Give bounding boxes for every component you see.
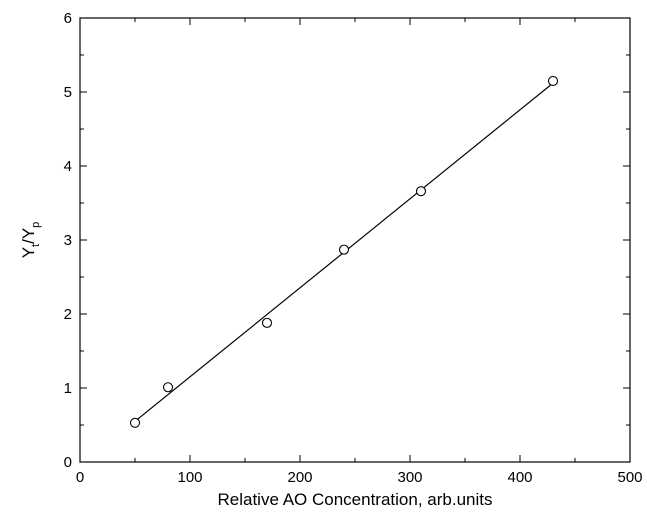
- x-tick-label: 200: [287, 469, 312, 486]
- x-tick-label: 0: [76, 469, 84, 486]
- x-tick-label: 500: [617, 469, 642, 486]
- y-axis-title-main2: Y: [19, 228, 38, 239]
- y-tick-label: 5: [64, 84, 72, 101]
- data-point: [417, 187, 426, 196]
- y-axis-title: Yt/Yp: [19, 222, 42, 259]
- data-point: [340, 245, 349, 254]
- y-tick-label: 6: [64, 10, 72, 27]
- x-tick-label: 400: [507, 469, 532, 486]
- plot-frame: [80, 18, 630, 462]
- axis-ticks: [80, 18, 630, 462]
- y-tick-label: 2: [64, 306, 72, 323]
- data-points: [131, 76, 558, 427]
- y-axis-title-sub2: p: [30, 222, 42, 228]
- x-axis-title: Relative AO Concentration, arb.units: [218, 490, 493, 509]
- y-tick-label: 1: [64, 380, 72, 397]
- data-point: [131, 418, 140, 427]
- x-tick-label: 300: [397, 469, 422, 486]
- y-axis-title-main1: Y: [19, 247, 38, 258]
- data-point: [164, 383, 173, 392]
- data-point: [263, 318, 272, 327]
- y-tick-label: 0: [64, 454, 72, 471]
- y-tick-label: 3: [64, 232, 72, 249]
- y-tick-label: 4: [64, 158, 72, 175]
- data-point: [549, 76, 558, 85]
- x-tick-label: 100: [177, 469, 202, 486]
